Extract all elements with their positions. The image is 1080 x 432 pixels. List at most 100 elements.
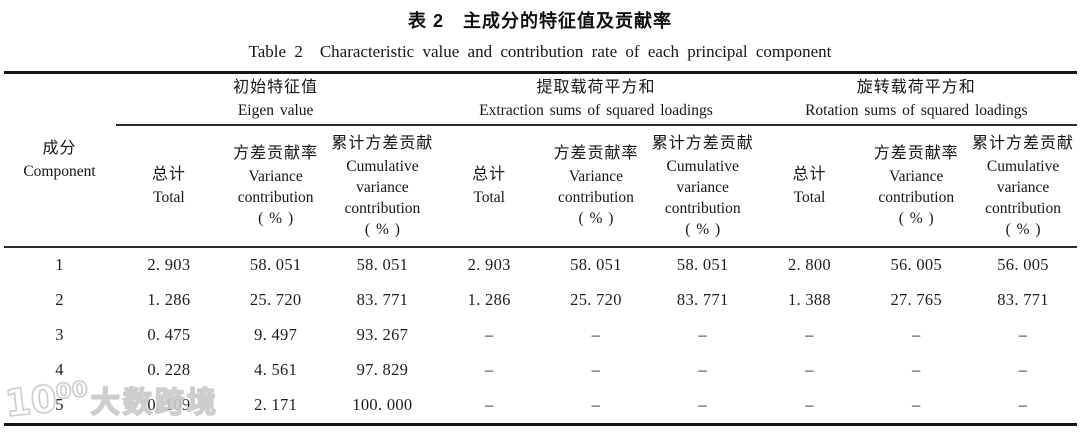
sub-header-row: 总计 Total 方差贡献率 Variance contribution ( %… xyxy=(4,124,1077,248)
component-cell: 2 xyxy=(55,290,64,309)
value-cell: – xyxy=(911,360,921,379)
value-cell: 58. 051 xyxy=(570,255,622,274)
value-cell: 56. 005 xyxy=(890,255,943,274)
value-cell: – xyxy=(1018,325,1028,344)
value-cell: – xyxy=(911,395,921,414)
subheader-cumulative-2-en: Cumulative variance contribution ( % ) xyxy=(664,157,741,238)
table-row: 2 1. 286 25. 720 83. 771 1. 286 25. 720 83. 77… xyxy=(4,283,1077,318)
value-cell: – xyxy=(805,395,814,414)
subheader-total-3-en: Total xyxy=(793,189,826,206)
value-cell: 25. 720 xyxy=(570,290,622,309)
value-cell: 2. 800 xyxy=(787,255,831,274)
subheader-cumulative-1: 累计方差贡献 Cumulative variance contribution … xyxy=(329,124,436,248)
table-title-en: Table 2 Characteristic value and contrib… xyxy=(248,42,832,61)
value-cell: – xyxy=(484,325,494,344)
value-cell: – xyxy=(1018,360,1028,379)
value-cell: 83. 771 xyxy=(356,290,409,309)
subheader-variance-3: 方差贡献率 Variance contribution ( % ) xyxy=(862,124,970,248)
value-cell: 58. 051 xyxy=(676,255,729,274)
value-cell: 27. 765 xyxy=(890,290,943,309)
value-cell: 93. 267 xyxy=(356,325,409,344)
value-cell: – xyxy=(698,360,707,379)
subheader-total-1: 总计 Total xyxy=(115,124,223,248)
table-row: 5 0. 109 2. 171 100. 000 – – – – – – xyxy=(4,388,1077,425)
group-eigen-zh: 初始特征值 xyxy=(233,79,319,97)
value-cell: – xyxy=(698,395,707,414)
value-cell: 1. 388 xyxy=(787,290,831,309)
subheader-variance-1: 方差贡献率 Variance contribution ( % ) xyxy=(222,124,330,248)
value-cell: 83. 771 xyxy=(676,290,729,309)
group-header-eigen-value: 初始特征值 Eigen value xyxy=(115,72,436,126)
subheader-total-1-zh: 总计 xyxy=(151,166,186,183)
value-cell: 9. 497 xyxy=(254,325,298,344)
subheader-cumulative-3-zh: 累计方差贡献 xyxy=(972,134,1075,152)
group-rotation-en: Rotation sums of squared loadings xyxy=(805,102,1028,120)
value-cell: 56. 005 xyxy=(997,255,1049,274)
value-cell: 2. 903 xyxy=(147,255,191,274)
subheader-variance-1-zh: 方差贡献率 xyxy=(233,145,319,162)
group-header-row: 成分 Component 初始特征值 Eigen value 提取载荷平方和 E… xyxy=(3,72,1077,248)
table-row: 1 2. 903 58. 051 58. 051 2. 903 58. 051 58. 05… xyxy=(4,247,1077,283)
value-cell: – xyxy=(698,325,707,344)
subheader-cumulative-3-en: Cumulative variance contribution ( % ) xyxy=(985,157,1061,238)
subheader-variance-1-en: Variance contribution ( % ) xyxy=(237,168,314,227)
value-cell: – xyxy=(591,395,601,414)
value-cell: 1. 286 xyxy=(147,290,191,309)
value-cell: 2. 903 xyxy=(467,255,511,274)
table-row: 4 0. 228 4. 561 97. 829 – – – – – – xyxy=(4,353,1077,388)
subheader-total-2-en: Total xyxy=(473,189,505,206)
subheader-cumulative-2: 累计方差贡献 Cumulative variance contribution … xyxy=(649,124,757,248)
component-cell: 3 xyxy=(55,325,64,344)
value-cell: – xyxy=(484,360,494,379)
subheader-total-2: 总计 Total xyxy=(435,124,543,248)
value-cell: – xyxy=(805,325,814,344)
group-eigen-en: Eigen value xyxy=(237,102,314,120)
subheader-cumulative-1-zh: 累计方差贡献 xyxy=(331,134,434,152)
group-header-rotation: 旋转载荷平方和 Rotation sums of squared loading… xyxy=(756,72,1077,126)
subheader-total-2-zh: 总计 xyxy=(472,166,507,183)
value-cell: – xyxy=(591,325,601,344)
subheader-total-1-en: Total xyxy=(153,189,185,206)
value-cell: 2. 171 xyxy=(254,395,298,414)
subheader-variance-3-en: Variance contribution ( % ) xyxy=(878,168,955,227)
value-cell: 83. 771 xyxy=(997,290,1049,309)
subheader-total-3-zh: 总计 xyxy=(792,166,827,183)
value-cell: – xyxy=(805,360,814,379)
value-cell: 97. 829 xyxy=(356,360,409,379)
component-cell: 1 xyxy=(55,255,64,274)
subheader-variance-2: 方差贡献率 Variance contribution ( % ) xyxy=(542,124,650,248)
subheader-cumulative-3: 累计方差贡献 Cumulative variance contribution … xyxy=(969,124,1077,248)
value-cell: 100. 000 xyxy=(352,395,413,414)
value-cell: – xyxy=(1018,395,1028,414)
component-cell: 4 xyxy=(55,360,64,379)
value-cell: 58. 051 xyxy=(356,255,409,274)
table-row: 3 0. 475 9. 497 93. 267 – – – – – – xyxy=(4,318,1077,353)
subheader-cumulative-2-zh: 累计方差贡献 xyxy=(651,134,754,152)
subheader-variance-2-zh: 方差贡献率 xyxy=(553,145,639,162)
value-cell: 25. 720 xyxy=(249,290,302,309)
header-component-en: Component xyxy=(23,163,96,181)
component-cell: 5 xyxy=(55,395,64,414)
subheader-variance-3-zh: 方差贡献率 xyxy=(873,145,959,162)
subheader-variance-2-en: Variance contribution ( % ) xyxy=(558,168,634,227)
value-cell: 58. 051 xyxy=(249,255,302,274)
value-cell: 0. 228 xyxy=(147,360,191,379)
value-cell: 1. 286 xyxy=(467,290,511,309)
value-cell: – xyxy=(911,325,921,344)
value-cell: 4. 561 xyxy=(254,360,298,379)
group-extraction-zh: 提取载荷平方和 xyxy=(536,79,656,97)
value-cell: – xyxy=(484,395,494,414)
value-cell: 0. 109 xyxy=(147,395,191,414)
group-header-extraction: 提取载荷平方和 Extraction sums of squared loadi… xyxy=(435,72,757,126)
subheader-cumulative-1-en: Cumulative variance contribution ( % ) xyxy=(344,157,421,238)
table-body: 1 2. 903 58. 051 58. 051 2. 903 58. 051 58. 05… xyxy=(4,247,1077,425)
group-extraction-en: Extraction sums of squared loadings xyxy=(479,102,713,120)
group-rotation-zh: 旋转载荷平方和 xyxy=(856,79,976,97)
pca-table: 成分 Component 初始特征值 Eigen value 提取载荷平方和 E… xyxy=(3,71,1077,426)
subheader-total-3: 总计 Total xyxy=(756,124,863,248)
value-cell: 0. 475 xyxy=(147,325,191,344)
table-title-zh: 表 2 主成分的特征值及贡献率 xyxy=(407,11,672,31)
header-component: 成分 Component xyxy=(3,72,116,248)
header-component-zh: 成分 xyxy=(42,140,77,158)
value-cell: – xyxy=(591,360,601,379)
